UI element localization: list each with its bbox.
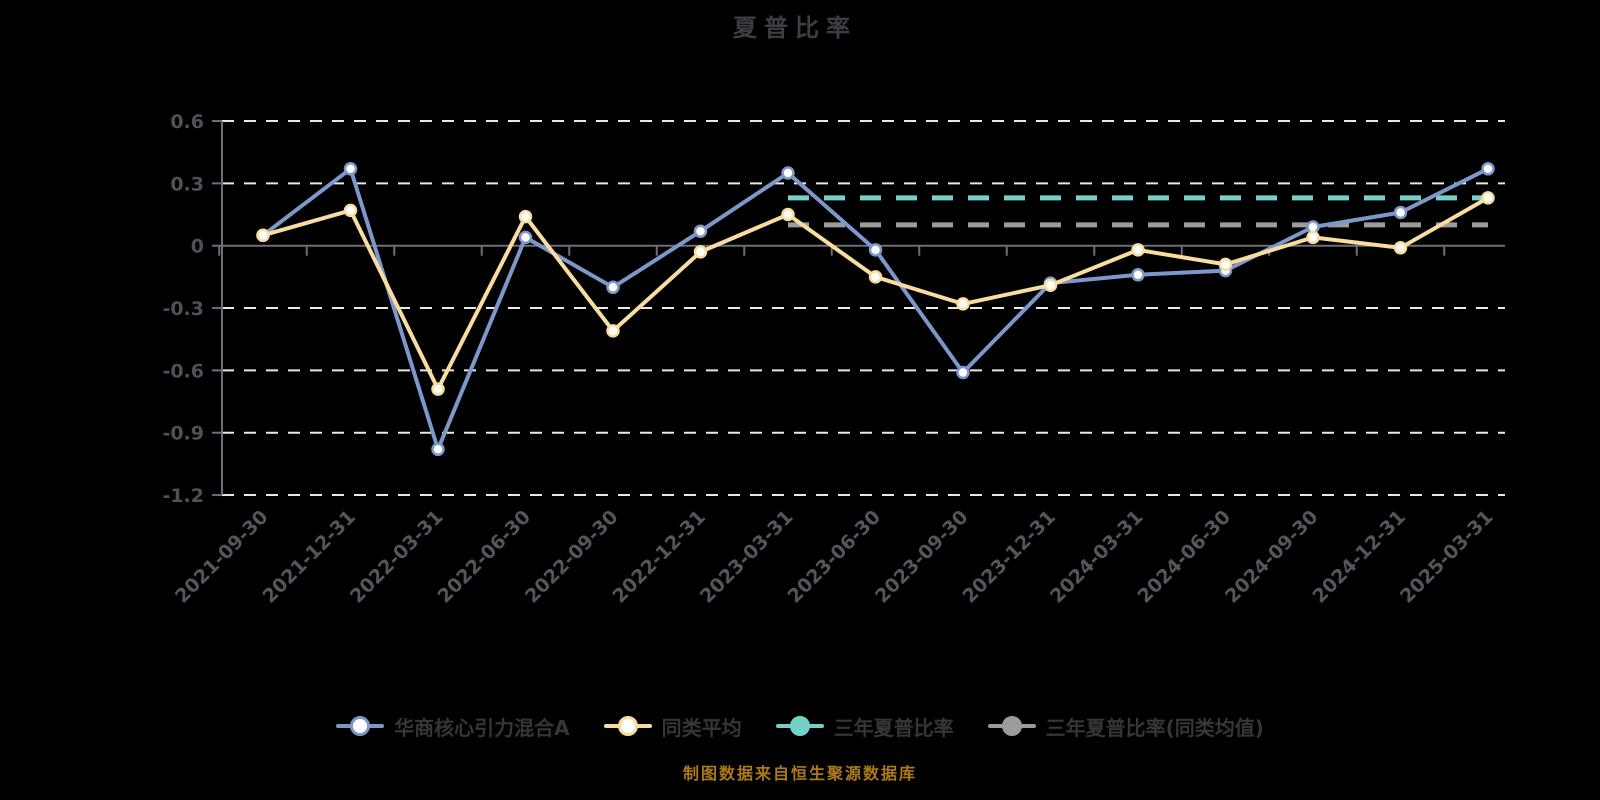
x-tick-label: 2023-12-31 (959, 506, 1061, 608)
data-point-marker (431, 442, 445, 457)
legend-item-3yr-sharpe[interactable]: 三年夏普比率 (775, 712, 954, 741)
data-point-marker (781, 166, 795, 180)
x-tick-label: 2021-09-30 (171, 506, 273, 608)
data-point-marker (1481, 162, 1495, 176)
x-tick-label: 2022-03-31 (346, 506, 448, 608)
y-tick-label: 0.6 (170, 111, 204, 133)
legend-label: 同类平均 (661, 715, 742, 740)
data-point-marker (1131, 268, 1145, 282)
chart-title: 夏普比率 (733, 14, 857, 42)
data-point-marker (518, 230, 533, 245)
data-point-marker (868, 243, 883, 257)
legend-marker-line-circle-icon (775, 716, 824, 736)
y-tick-label: -1.2 (162, 485, 204, 507)
legend-label: 三年夏普比率(同类均值) (1045, 715, 1264, 740)
data-point-marker (518, 209, 533, 224)
x-tick-label: 2025-03-31 (1396, 506, 1498, 608)
data-point-marker (1393, 241, 1408, 255)
y-tick-label: 0.3 (170, 173, 204, 195)
legend-item-category-average[interactable]: 同类平均 (603, 712, 742, 741)
x-tick-label: 2024-09-30 (1221, 506, 1323, 608)
data-point-marker (606, 280, 620, 295)
legend-marker-line-circle-icon (987, 716, 1036, 736)
x-tick-label: 2024-06-30 (1134, 506, 1236, 608)
data-point-marker (343, 162, 358, 176)
legend-item-3yr-sharpe-category-mean[interactable]: 三年夏普比率(同类均值) (987, 712, 1264, 741)
y-tick-label: -0.6 (162, 360, 204, 382)
legend-item-fund[interactable]: 华商核心引力混合A (336, 712, 570, 741)
x-tick-label: 2023-06-30 (784, 506, 886, 608)
data-point-marker (1043, 278, 1058, 292)
x-tick-label: 2023-09-30 (871, 506, 973, 608)
x-tick-label: 2024-03-31 (1046, 506, 1148, 608)
y-tick-label: -0.3 (162, 298, 204, 320)
data-point-marker (956, 297, 970, 311)
legend-marker-line-circle-icon (336, 716, 385, 736)
data-point-marker (606, 324, 620, 338)
data-point-marker (868, 270, 883, 284)
x-tick-label: 2024-12-31 (1309, 506, 1411, 608)
data-point-marker (1393, 205, 1408, 220)
y-tick-label: 0 (191, 236, 204, 258)
x-tick-label: 2023-03-31 (696, 506, 798, 608)
data-point-marker (1306, 230, 1320, 245)
x-tick-label: 2022-12-31 (609, 506, 711, 608)
data-point-marker (343, 203, 358, 218)
legend-label: 三年夏普比率 (833, 715, 954, 740)
data-point-marker (693, 245, 708, 259)
data-point-marker (693, 224, 708, 238)
y-tick-label: -0.9 (162, 423, 204, 445)
series-line (261, 166, 1490, 452)
data-point-marker (431, 382, 445, 396)
x-tick-label: 2021-12-31 (259, 506, 361, 608)
data-point-marker (781, 207, 795, 222)
data-point-marker (1131, 243, 1145, 257)
chart-legend: 华商核心引力混合A 同类平均 三年夏普比率 三年夏普比率(同类均值) (0, 703, 1600, 749)
legend-marker-line-circle-icon (603, 716, 652, 736)
x-tick-label: 2022-06-30 (434, 506, 536, 608)
data-point-marker (956, 365, 970, 380)
data-point-marker (256, 228, 270, 243)
legend-label: 华商核心引力混合A (394, 715, 570, 740)
data-source-note: 制图数据来自恒生聚源数据库 (682, 764, 917, 783)
x-tick-label: 2022-09-30 (521, 506, 623, 608)
data-point-marker (1218, 257, 1233, 272)
data-point-marker (1481, 191, 1495, 205)
chart-plot-area: 0.6 0.3 0 -0.3 -0.6 -0.9 -1.22021-09-302021-12… (162, 111, 1505, 608)
